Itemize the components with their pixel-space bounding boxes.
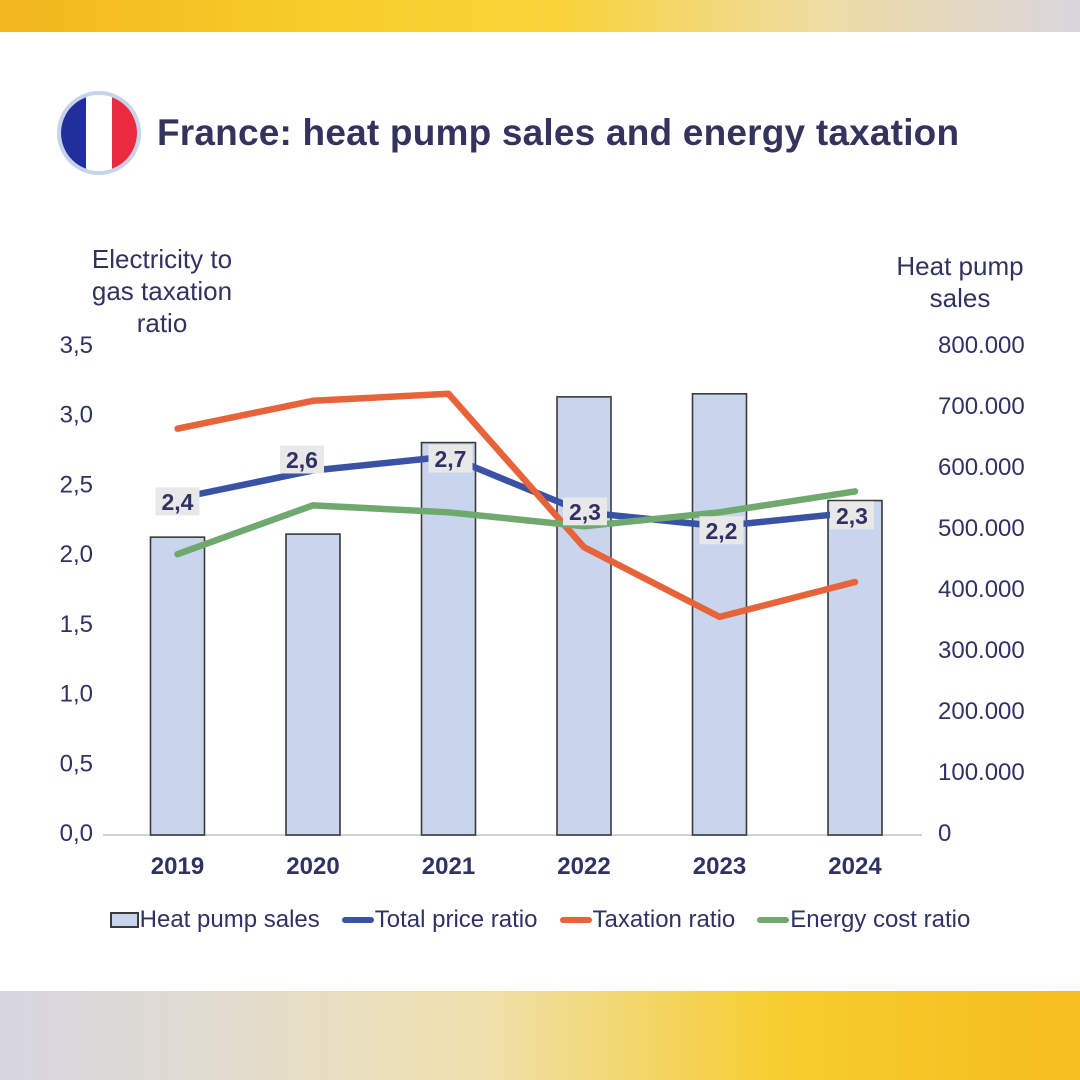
bar-2019 [149, 536, 206, 836]
left-axis-tick: 2,5 [60, 471, 93, 498]
legend-item-total-price-ratio: Total price ratio [341, 906, 538, 934]
right-axis-tick: 300.000 [938, 637, 1025, 664]
x-axis-label: 2019 [151, 853, 204, 880]
right-axis-tick: 100.000 [938, 759, 1025, 786]
legend-line-swatch [757, 917, 790, 923]
left-axis-tick: 3,0 [60, 402, 93, 429]
right-axis-tick: 200.000 [938, 698, 1025, 725]
data-label-box [563, 497, 607, 526]
data-label: 2,3 [836, 503, 868, 529]
legend-label: Taxation ratio [592, 906, 736, 933]
data-label: 2,6 [286, 447, 318, 473]
bar-2020 [285, 533, 341, 836]
data-label-box [830, 501, 874, 530]
data-label-box [428, 444, 473, 473]
data-label-box [280, 445, 324, 474]
left-axis-tick: 3,5 [60, 332, 93, 359]
legend-item-heat-pump-sales: Heat pump sales [109, 906, 320, 934]
legend-label: Heat pump sales [139, 906, 320, 933]
x-axis-label: 2020 [286, 853, 339, 880]
legend-item-energy-cost-ratio: Energy cost ratio [757, 906, 970, 934]
left-axis-title: Electricity to gas taxation ratio [91, 244, 233, 338]
header: France: heat pump sales and energy taxat… [57, 91, 959, 175]
x-axis-label: 2021 [422, 853, 475, 880]
left-axis-tick: 0,0 [60, 820, 93, 847]
data-label: 2,3 [569, 499, 601, 525]
data-label: 2,4 [162, 489, 194, 515]
france-flag-icon [57, 91, 141, 175]
line-taxation-ratio [174, 390, 859, 621]
bar-2021 [420, 441, 477, 836]
right-axis-tick: 400.000 [938, 576, 1025, 603]
legend-item-taxation-ratio: Taxation ratio [559, 906, 736, 934]
x-axis-label: 2023 [693, 853, 746, 880]
data-label-box [699, 516, 744, 545]
data-label: 2,2 [706, 518, 738, 544]
page-title: France: heat pump sales and energy taxat… [157, 112, 960, 153]
data-label: 2,7 [435, 446, 467, 472]
chart-legend: Heat pump sales Total price ratio Taxation… [0, 906, 1080, 934]
right-axis-tick: 0 [938, 820, 951, 847]
left-axis-tick: 1,0 [60, 681, 93, 708]
right-axis-tick: 800.000 [938, 332, 1025, 359]
legend-bar-swatch [109, 912, 139, 928]
x-axis-label: 2022 [557, 853, 610, 880]
legend-line-swatch [341, 917, 374, 923]
right-axis-tick: 600.000 [938, 454, 1025, 481]
bottom-gradient-bar: ehpa 25 years [0, 991, 1080, 1080]
line-energy-cost-ratio [174, 488, 859, 558]
left-axis-tick: 1,5 [60, 611, 93, 638]
left-axis-tick: 2,0 [60, 541, 93, 568]
legend-line-swatch [559, 917, 592, 923]
left-axis-tick: 0,5 [60, 750, 93, 777]
top-gradient-bar [0, 0, 1080, 32]
right-axis-title: Heat pump sales [896, 251, 1024, 313]
legend-label: Total price ratio [374, 906, 538, 933]
legend-label: Energy cost ratio [790, 906, 971, 933]
bar-2022 [556, 396, 612, 836]
right-axis-tick: 500.000 [938, 515, 1025, 542]
bar-2024 [827, 499, 883, 836]
x-axis-label: 2024 [828, 853, 882, 880]
right-axis-tick: 700.000 [938, 393, 1025, 420]
data-label-box [155, 487, 200, 516]
